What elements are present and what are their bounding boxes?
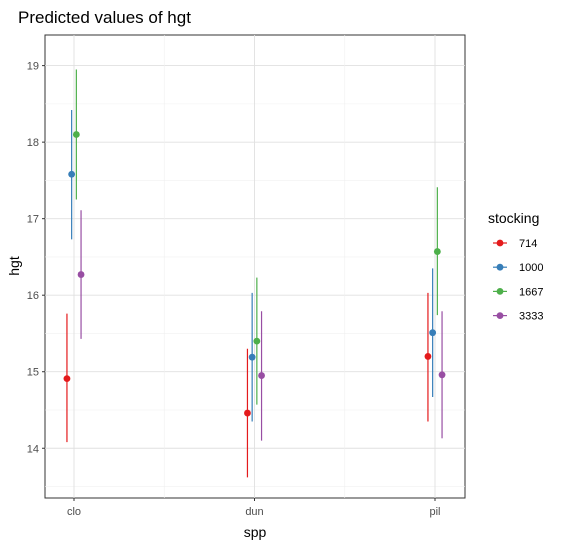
chart-title: Predicted values of hgt	[18, 8, 191, 27]
legend-key-point	[496, 239, 504, 247]
y-tick-label: 14	[27, 443, 39, 455]
legend-title: stocking	[488, 210, 539, 226]
x-tick-label: dun	[245, 506, 263, 518]
legend-key-point	[496, 263, 504, 271]
x-tick-label: clo	[67, 506, 81, 518]
data-point	[253, 337, 261, 345]
data-point	[258, 372, 265, 379]
y-axis-ticks: 14 15 16 17 18 19	[27, 61, 45, 455]
data-marks	[63, 69, 446, 478]
data-point	[429, 329, 437, 337]
legend-key-point	[496, 312, 504, 319]
data-point	[244, 409, 251, 417]
y-tick-label: 19	[27, 61, 39, 73]
data-point	[72, 131, 80, 138]
data-point	[63, 375, 71, 383]
x-tick-label: pil	[429, 506, 440, 518]
y-tick-label: 15	[27, 367, 39, 379]
y-axis-title: hgt	[6, 256, 22, 276]
data-point	[424, 353, 432, 360]
plot-panel	[44, 34, 466, 499]
legend-label: 1000	[519, 262, 543, 274]
x-axis-title: spp	[244, 524, 267, 540]
gridlines	[45, 35, 465, 498]
data-point	[433, 248, 441, 255]
data-point	[68, 170, 76, 178]
data-point	[248, 353, 256, 361]
y-tick-label: 18	[27, 137, 39, 149]
data-point	[438, 371, 446, 379]
legend-label: 714	[519, 238, 537, 250]
legend: stocking 714 1000 1667 3333	[488, 210, 543, 323]
legend-label: 3333	[519, 311, 543, 323]
data-point	[77, 271, 85, 278]
legend-label: 1667	[519, 286, 543, 298]
y-tick-label: 16	[27, 290, 39, 302]
legend-key-point	[496, 288, 504, 295]
x-axis-ticks: clo dun pil	[67, 498, 441, 518]
y-tick-label: 17	[27, 214, 39, 226]
